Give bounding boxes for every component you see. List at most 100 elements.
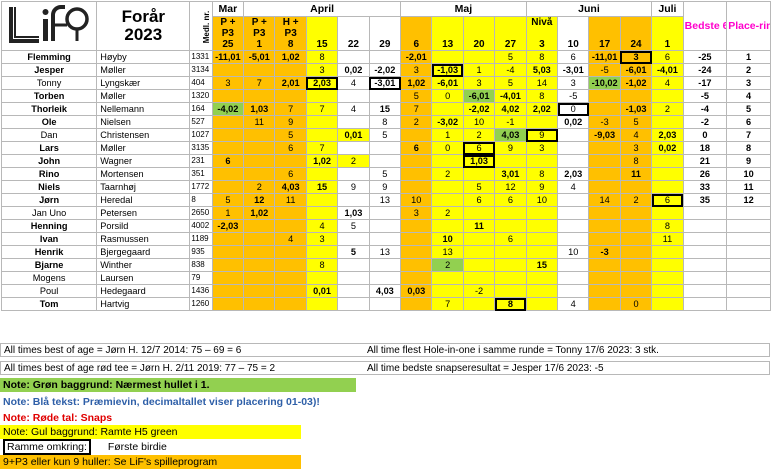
round-header-8: 20 [462,16,496,51]
score-cell [431,219,464,233]
score-cell: 8 [651,219,684,233]
score-cell [274,284,307,298]
score-cell [494,206,527,220]
score-cell [305,193,339,207]
score-cell [462,50,496,64]
score-cell: 10 [525,193,559,207]
score-cell [337,89,370,103]
score-cell [588,167,621,181]
score-cell [525,284,559,298]
score-cell: 14 [588,193,621,207]
round-header-12: 17 [588,16,621,51]
score-cell [431,271,464,285]
score-cell [494,284,527,298]
score-cell [211,115,245,129]
player-member-number: 527 [189,115,213,129]
score-cell [274,271,307,285]
player-member-number: 1772 [189,180,213,194]
score-cell [243,219,276,233]
round-header-7: 13 [431,16,464,51]
player-last-name: Wagner [96,154,191,168]
place-label: Place-ring [728,20,769,32]
player-last-name: Møller [96,89,191,103]
score-cell: -9,03 [588,128,621,142]
player-member-number: 2650 [189,206,213,220]
score-cell: 1,02 [400,76,433,90]
player-first-name: Rino [0,167,98,181]
player-placement: 11 [726,180,771,194]
score-cell [619,258,653,272]
score-cell [305,206,339,220]
score-cell: 3 [462,76,496,90]
score-cell [525,232,559,246]
record-hole-in-one: All time flest Hole-in-one i samme runde… [367,345,659,356]
score-cell [651,167,684,181]
player-placement [726,219,771,233]
score-cell: -10,02 [588,76,621,90]
score-cell: -5 [557,89,590,103]
score-cell: 10 [400,193,433,207]
score-cell: 2,01 [274,76,307,90]
round-date: 1 [256,39,263,50]
round-header-5: 29 [368,16,402,51]
player-member-number: 8 [189,193,213,207]
score-cell: 7 [431,297,464,311]
score-cell [494,245,527,259]
score-cell [557,271,590,285]
month-juni: Juni [525,1,653,17]
player-member-number: 231 [189,154,213,168]
lif-logo-icon [9,4,89,43]
score-cell: -1,02 [619,76,653,90]
score-cell [651,258,684,272]
score-cell [462,271,496,285]
score-cell [619,180,653,194]
score-cell: 2 [431,206,464,220]
player-placement: 4 [726,89,771,103]
note-red: Note: Røde tal: Snaps [3,412,113,424]
score-cell: -3 [588,245,621,259]
score-cell: 4,03 [494,128,527,142]
player-first-name: Flemming [0,50,98,64]
player-last-name: Høyby [96,50,191,64]
player-first-name: Jørn [0,193,98,207]
score-cell [462,167,496,181]
score-cell [274,154,307,168]
player-first-name: Poul [0,284,98,298]
round-type: P + P3 [251,17,267,40]
score-cell: 5 [211,193,245,207]
score-cell [274,219,307,233]
score-cell [525,154,559,168]
score-cell: -11,01 [211,50,245,64]
score-cell: 4 [274,232,307,246]
record-snaps: All time bedste snapseresultat = Jesper … [367,363,604,374]
score-cell: 13 [431,245,464,259]
round-date: 13 [442,39,454,50]
score-cell: 0,02 [557,115,590,129]
player-last-name: Mortensen [96,167,191,181]
round-header-0: P + P3 25 [211,16,245,51]
round-type: P + P3 [220,17,236,40]
player-last-name: Taarnhøj [96,180,191,194]
score-cell: 7 [243,76,276,90]
score-cell [400,271,433,285]
score-cell [588,180,621,194]
score-cell [400,167,433,181]
player-best-six: -5 [682,89,728,103]
score-cell: 8 [305,50,339,64]
score-cell [651,297,684,311]
score-cell [651,115,684,129]
score-cell: 3 [305,63,339,77]
score-cell: 6 [557,50,590,64]
player-last-name: Petersen [96,206,191,220]
score-cell [431,50,464,64]
player-placement: 1 [726,50,771,64]
score-cell: 8 [525,89,559,103]
score-cell: 0 [431,89,464,103]
score-cell: 3 [211,76,245,90]
player-last-name: Nielsen [96,115,191,129]
score-cell: 4 [557,180,590,194]
place-header: Place-ring [726,1,771,51]
round-date: 24 [630,39,642,50]
player-first-name: Tom [0,297,98,311]
score-cell: -4,01 [494,89,527,103]
